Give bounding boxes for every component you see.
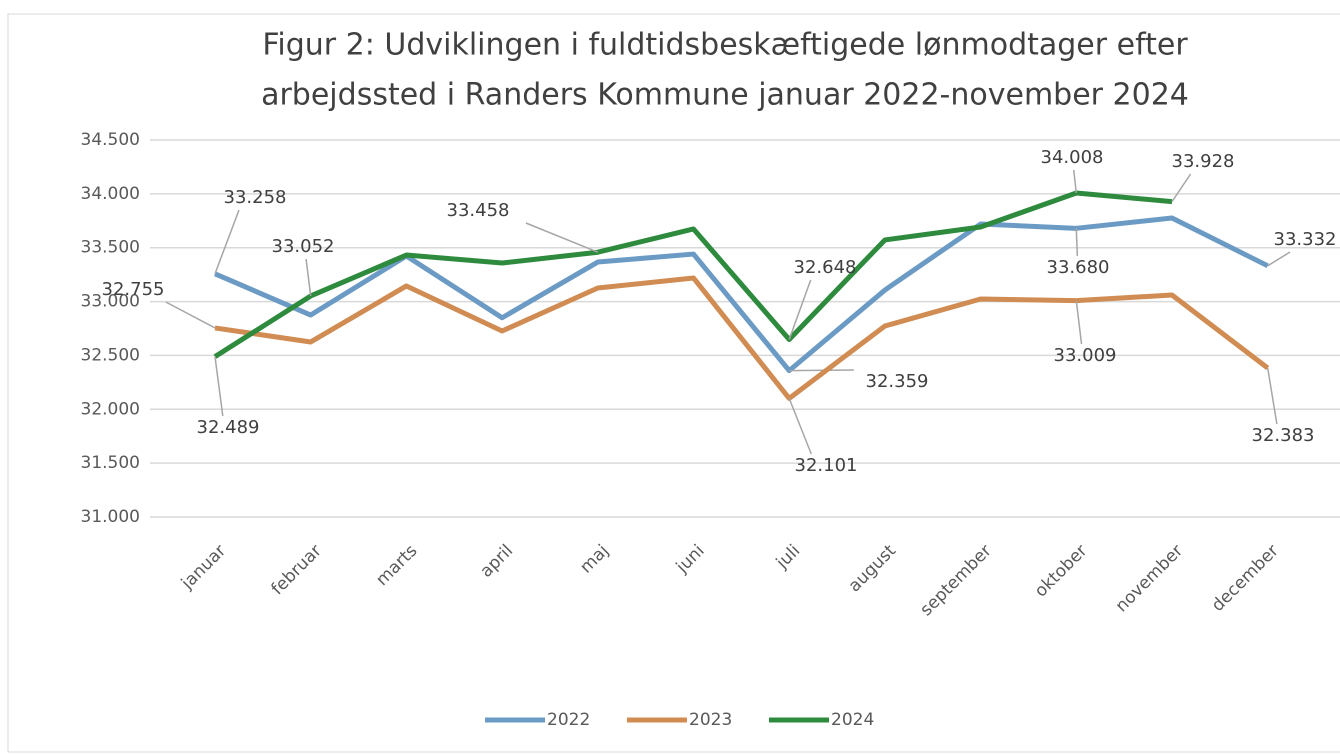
series-line (213, 190, 1173, 359)
data-label: 33.052 (272, 236, 335, 257)
y-tick-label: 33.500 (81, 238, 140, 258)
legend-label: 2024 (831, 710, 874, 730)
leader-line (788, 279, 812, 340)
y-tick-label: 32.000 (81, 399, 140, 419)
leader-line (305, 258, 312, 297)
leader-line (1075, 228, 1079, 257)
y-tick-label: 33.000 (81, 292, 140, 312)
leader-line (1072, 169, 1078, 194)
leader-line (1266, 367, 1278, 425)
leader-line (1171, 173, 1192, 203)
data-label: 32.489 (197, 417, 260, 438)
leader-line (1075, 300, 1083, 345)
data-label: 32.101 (795, 455, 858, 476)
y-tick-label: 31.500 (81, 453, 140, 473)
chart-frame (7, 13, 1340, 753)
data-label: 33.928 (1172, 151, 1235, 172)
data-label: 33.009 (1054, 345, 1117, 366)
leader-line (788, 398, 812, 455)
data-label: 33.458 (447, 200, 510, 221)
chart-title: Figur 2: Udviklingen i fuldtidsbeskæftig… (262, 28, 1188, 63)
data-label: 33.332 (1274, 229, 1337, 250)
leader-line (1267, 251, 1291, 267)
leader-line (165, 301, 216, 329)
y-tick-label: 34.500 (81, 130, 140, 150)
leader-line (525, 222, 599, 253)
leader-line (214, 356, 224, 417)
y-tick-label: 34.000 (81, 184, 140, 204)
y-tick-label: 32.500 (81, 345, 140, 365)
data-label: 34.008 (1041, 147, 1104, 168)
data-label: 32.755 (102, 279, 165, 300)
data-label: 32.359 (866, 371, 929, 392)
legend-label: 2023 (689, 710, 732, 730)
leader-line (789, 369, 854, 372)
data-label: 33.680 (1047, 257, 1110, 278)
legend-label: 2022 (547, 710, 590, 730)
series-line (214, 275, 1270, 401)
leader-line (214, 209, 240, 275)
chart-title: arbejdssted i Randers Kommune januar 202… (261, 78, 1189, 113)
series-line (214, 215, 1269, 374)
data-label: 32.648 (794, 257, 857, 278)
data-label: 32.383 (1252, 425, 1315, 446)
y-tick-label: 31.000 (81, 507, 140, 527)
data-label: 33.258 (224, 187, 287, 208)
